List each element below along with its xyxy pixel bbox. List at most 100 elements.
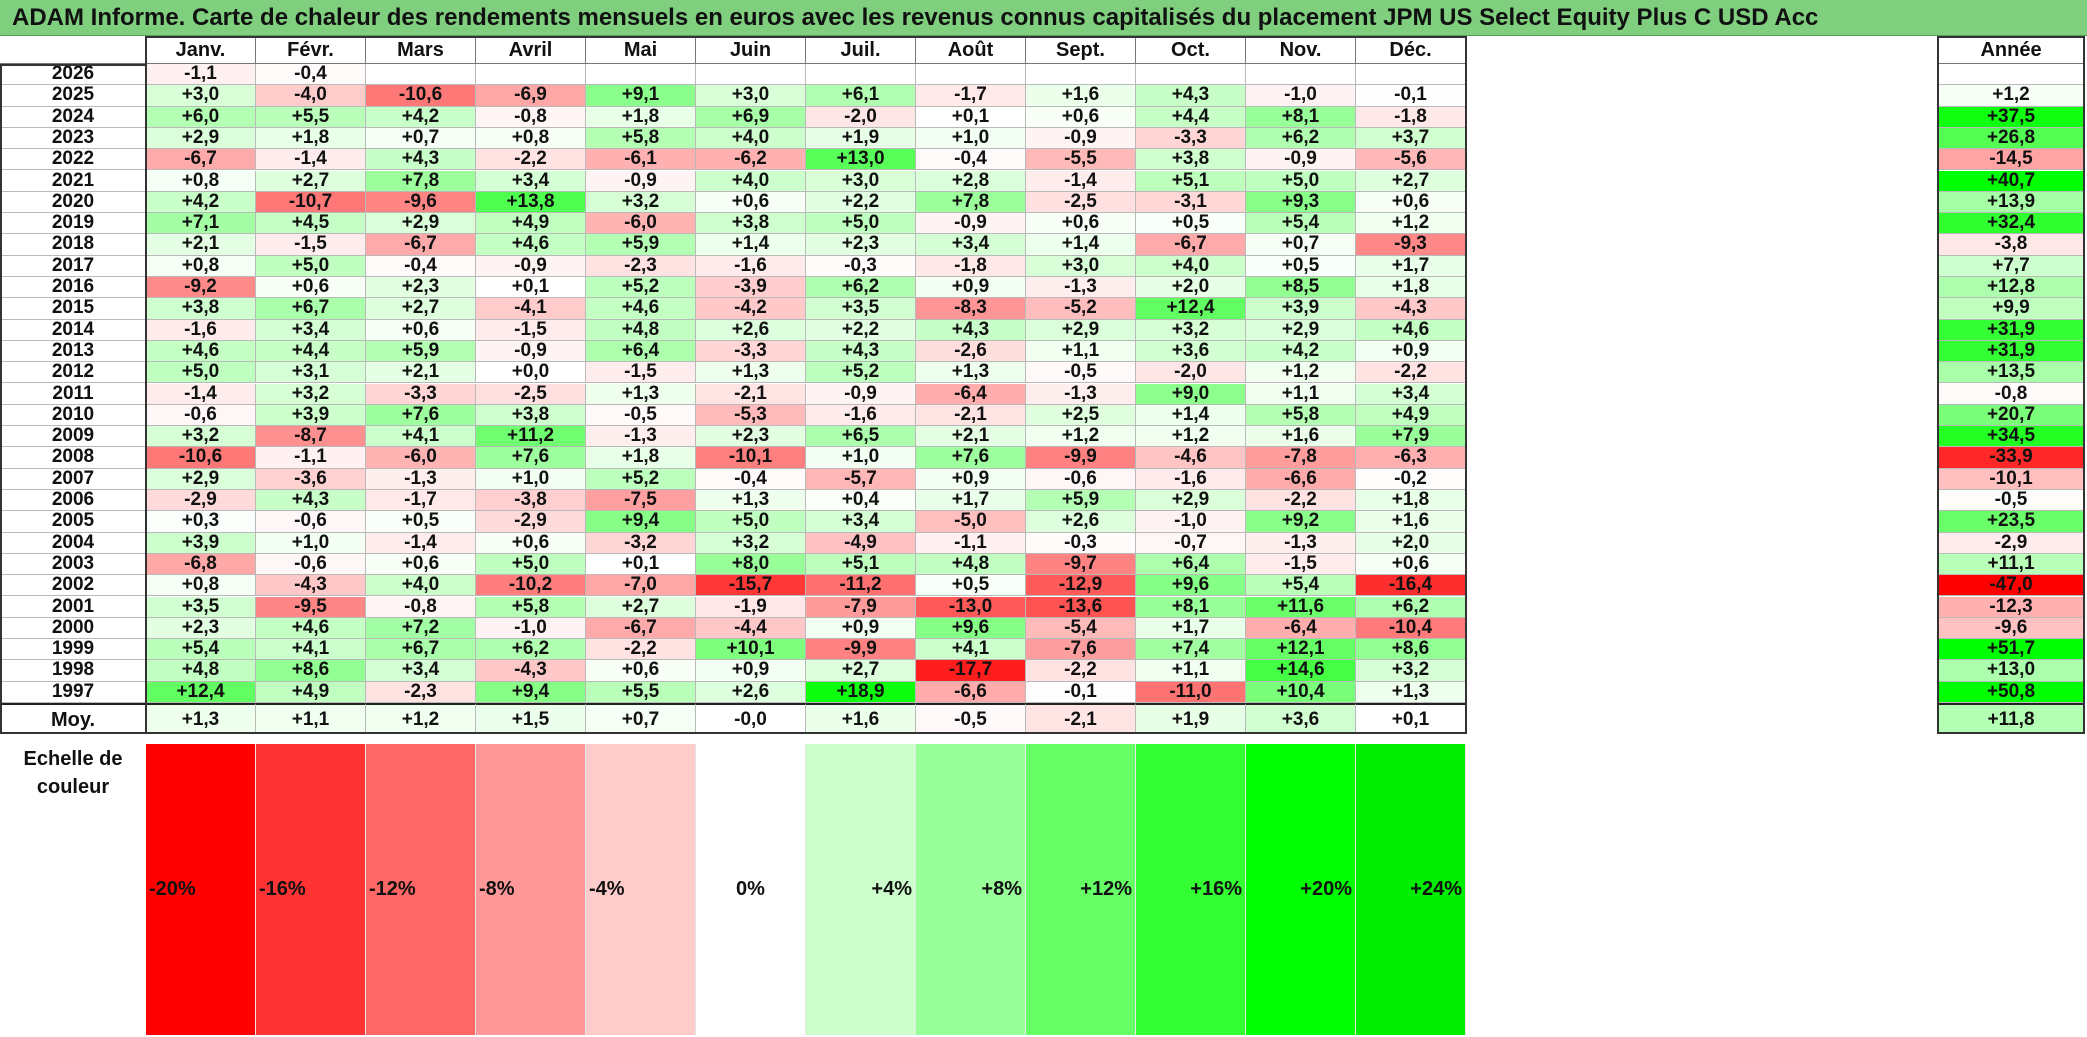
heatmap-cell: -1,0 <box>1136 511 1246 533</box>
annual-cell: +40,7 <box>1938 170 2085 192</box>
average-cell: +0,1 <box>1356 703 1466 734</box>
year-label: 2012 <box>0 362 146 384</box>
heatmap-cell: -0,4 <box>696 468 806 490</box>
heatmap-cell: +4,9 <box>1356 404 1466 427</box>
heatmap-cell: -5,2 <box>1026 298 1136 320</box>
heatmap-cell: -2,2 <box>1026 660 1136 682</box>
month-header: Oct. <box>1136 36 1246 64</box>
heatmap-cell: +0,5 <box>366 511 476 533</box>
heatmap-cell: -17,7 <box>916 660 1026 682</box>
color-scale-stop: +24% <box>1356 744 1466 1035</box>
heatmap-cell: +5,4 <box>1246 213 1356 235</box>
heatmap-cell: +7,6 <box>916 447 1026 469</box>
annual-cell: -2,9 <box>1938 532 2085 554</box>
annual-cell: +13,0 <box>1938 660 2085 682</box>
heatmap-cell: +4,9 <box>476 213 586 235</box>
heatmap-cell: +3,4 <box>916 234 1026 256</box>
average-cell: +1,6 <box>806 703 916 734</box>
color-scale-stop: -4% <box>586 744 696 1035</box>
heatmap-cell: +5,0 <box>256 255 366 277</box>
heatmap-cell: +2,6 <box>696 681 806 703</box>
annual-cell: -0,5 <box>1938 490 2085 512</box>
heatmap-cell: +10,4 <box>1246 681 1356 703</box>
heatmap-cell: +18,9 <box>806 681 916 703</box>
month-header: Août <box>916 36 1026 64</box>
annual-cell: +31,9 <box>1938 319 2085 341</box>
annual-cell: -9,6 <box>1938 617 2085 640</box>
heatmap-cell: +0,1 <box>476 277 586 299</box>
heatmap-cell: +12,1 <box>1246 639 1356 661</box>
heatmap-cell: +9,6 <box>916 617 1026 640</box>
heatmap-cell: -10,6 <box>146 447 256 469</box>
annual-cell: -3,8 <box>1938 234 2085 256</box>
heatmap-cell: +0,6 <box>1026 213 1136 235</box>
average-cell: +1,2 <box>366 703 476 734</box>
heatmap-cell: +0,9 <box>806 617 916 640</box>
heatmap-cell: -0,8 <box>366 596 476 618</box>
heatmap-cell: +8,0 <box>696 553 806 576</box>
heatmap-cell: -8,7 <box>256 426 366 448</box>
heatmap-cell: +7,6 <box>476 447 586 469</box>
heatmap-cell: -6,0 <box>366 447 476 469</box>
heatmap-cell: +3,6 <box>1136 340 1246 363</box>
heatmap-cell: -15,7 <box>696 575 806 597</box>
heatmap-cell: -9,7 <box>1026 553 1136 576</box>
heatmap-cell: -1,3 <box>1026 277 1136 299</box>
heatmap-cell: +2,7 <box>806 660 916 682</box>
heatmap-cell: +3,9 <box>1246 298 1356 320</box>
heatmap-cell <box>1246 64 1356 86</box>
heatmap-cell: +3,5 <box>146 596 256 618</box>
heatmap-cell: +0,6 <box>696 191 806 214</box>
heatmap-cell: +4,6 <box>1356 319 1466 341</box>
heatmap-cell: -2,5 <box>1026 191 1136 214</box>
heatmap-cell: +3,5 <box>806 298 916 320</box>
heatmap-cell: +7,6 <box>366 404 476 427</box>
heatmap-cell: -6,7 <box>146 149 256 171</box>
annual-cell: +31,9 <box>1938 340 2085 363</box>
heatmap-cell <box>696 64 806 86</box>
heatmap-cell: +2,9 <box>146 127 256 150</box>
heatmap-cell: -1,7 <box>366 490 476 512</box>
heatmap-cell: +2,2 <box>806 191 916 214</box>
heatmap-cell: -2,2 <box>476 149 586 171</box>
heatmap-cell: +4,3 <box>806 340 916 363</box>
heatmap-cell: +12,4 <box>1136 298 1246 320</box>
month-header: Juil. <box>806 36 916 64</box>
heatmap-cell: +2,3 <box>366 277 476 299</box>
heatmap-cell: +7,4 <box>1136 639 1246 661</box>
heatmap-cell <box>366 64 476 86</box>
heatmap-cell: +3,0 <box>146 85 256 107</box>
year-label: 1999 <box>0 639 146 661</box>
heatmap-cell: +0,0 <box>476 362 586 384</box>
heatmap-cell: +14,6 <box>1246 660 1356 682</box>
heatmap-cell: +6,9 <box>696 106 806 128</box>
year-label: 2014 <box>0 319 146 341</box>
heatmap-cell: +2,1 <box>916 426 1026 448</box>
heatmap-cell: +1,7 <box>1136 617 1246 640</box>
heatmap-cell: +0,8 <box>146 575 256 597</box>
heatmap-cell: +6,4 <box>1136 553 1246 576</box>
heatmap-cell: -1,4 <box>366 532 476 554</box>
annual-cell: +20,7 <box>1938 404 2085 427</box>
heatmap-cell: +3,2 <box>146 426 256 448</box>
heatmap-cell: +5,0 <box>806 213 916 235</box>
heatmap-cell: -7,8 <box>1246 447 1356 469</box>
heatmap-cell: +3,8 <box>1136 149 1246 171</box>
heatmap-cell: -6,9 <box>476 85 586 107</box>
heatmap-cell: +4,4 <box>256 340 366 363</box>
heatmap-cell: -1,6 <box>806 404 916 427</box>
heatmap-cell: -4,4 <box>696 617 806 640</box>
heatmap-cell: +4,6 <box>256 617 366 640</box>
heatmap-cell: -4,2 <box>696 298 806 320</box>
heatmap-cell: +6,2 <box>806 277 916 299</box>
average-cell: +0,7 <box>586 703 696 734</box>
color-scale-stop: -12% <box>366 744 476 1035</box>
heatmap-cell: +0,8 <box>146 170 256 192</box>
heatmap-cell: -0,2 <box>1356 468 1466 490</box>
heatmap-cell: -3,2 <box>586 532 696 554</box>
heatmap-cell: -0,4 <box>916 149 1026 171</box>
heatmap-cell: -0,9 <box>586 170 696 192</box>
heatmap-cell: -2,2 <box>1356 362 1466 384</box>
heatmap-cell: +2,7 <box>1356 170 1466 192</box>
heatmap-cell: -1,8 <box>916 255 1026 277</box>
